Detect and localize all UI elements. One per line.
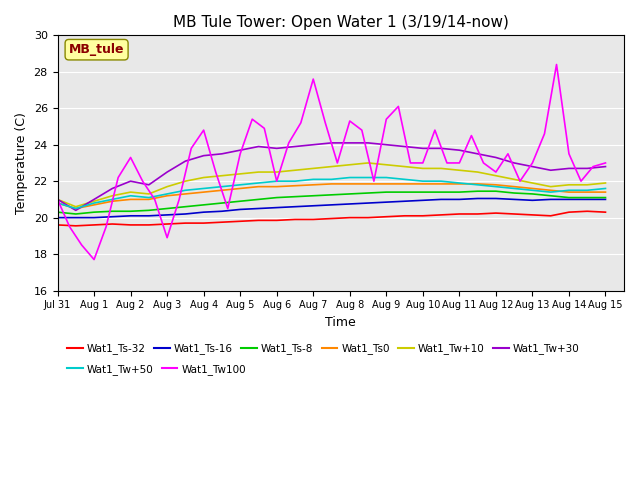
Legend: Wat1_Tw+50, Wat1_Tw100: Wat1_Tw+50, Wat1_Tw100 <box>63 360 250 379</box>
Text: MB_tule: MB_tule <box>69 43 124 56</box>
Title: MB Tule Tower: Open Water 1 (3/19/14-now): MB Tule Tower: Open Water 1 (3/19/14-now… <box>173 15 509 30</box>
X-axis label: Time: Time <box>325 316 356 329</box>
Y-axis label: Temperature (C): Temperature (C) <box>15 112 28 214</box>
